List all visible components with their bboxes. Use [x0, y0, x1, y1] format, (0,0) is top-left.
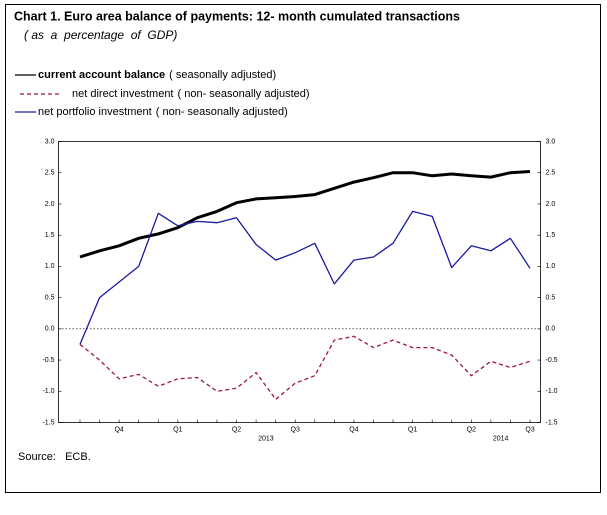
- year-label: 2013: [258, 435, 274, 442]
- legend-qualifier: ( non- seasonally adjusted): [156, 106, 288, 118]
- y2-tick-label: 0.5: [546, 294, 556, 301]
- y-tick-label: 3.0: [45, 138, 55, 145]
- source: Source: ECB.: [18, 451, 91, 463]
- y-tick-label: 0.0: [45, 326, 55, 333]
- y-tick-label: 2.5: [45, 170, 55, 177]
- y-tick-label: -1.0: [42, 388, 54, 395]
- y2-tick-label: -0.5: [546, 357, 558, 364]
- y2-tick-label: 1.5: [546, 232, 556, 239]
- y-tick-label: -1.5: [42, 419, 54, 426]
- frame: [5, 4, 601, 493]
- x-tick-label: Q4: [114, 426, 123, 433]
- y2-tick-label: -1.0: [546, 388, 558, 395]
- year-label: 2014: [493, 435, 509, 442]
- x-tick-label: Q1: [173, 426, 182, 433]
- series-line: [79, 170, 531, 259]
- legend-label: current account balance ( seasonally adju…: [38, 69, 276, 81]
- x-tick-label: Q4: [349, 426, 358, 433]
- y2-tick-label: 2.5: [546, 170, 556, 177]
- legend-name: net portfolio investment: [38, 106, 152, 118]
- chart-subtitle: ( as a percentage of GDP): [24, 28, 177, 42]
- x-tick-label: Q3: [291, 426, 300, 433]
- legend-name: net direct investment: [72, 88, 174, 100]
- legend-qualifier: ( seasonally adjusted): [169, 69, 276, 81]
- y2-tick-label: 0.0: [546, 326, 556, 333]
- chart-title: Chart 1. Euro area balance of payments: …: [14, 9, 460, 23]
- plot-area: [58, 141, 541, 423]
- series-line: [79, 335, 531, 401]
- y-tick-label: 1.5: [45, 232, 55, 239]
- y2-tick-label: -1.5: [546, 419, 558, 426]
- x-tick-label: Q1: [408, 426, 417, 433]
- x-tick-label: Q2: [467, 426, 476, 433]
- legend-qualifier: ( non- seasonally adjusted): [178, 88, 310, 100]
- y2-tick-label: 2.0: [546, 201, 556, 208]
- y-tick-label: 1.0: [45, 263, 55, 270]
- x-tick-label: Q2: [232, 426, 241, 433]
- y2-tick-label: 1.0: [546, 263, 556, 270]
- y-tick-label: 2.0: [45, 201, 55, 208]
- x-tick-label: Q3: [525, 426, 534, 433]
- y-tick-label: -0.5: [42, 357, 54, 364]
- y-tick-label: 0.5: [45, 294, 55, 301]
- legend-label: net direct investment ( non- seasonally a…: [72, 88, 310, 100]
- legend-label: net portfolio investment ( non- seasonall…: [38, 106, 288, 118]
- y2-tick-label: 3.0: [546, 138, 556, 145]
- series-line: [79, 210, 531, 345]
- legend-name: current account balance: [38, 69, 165, 81]
